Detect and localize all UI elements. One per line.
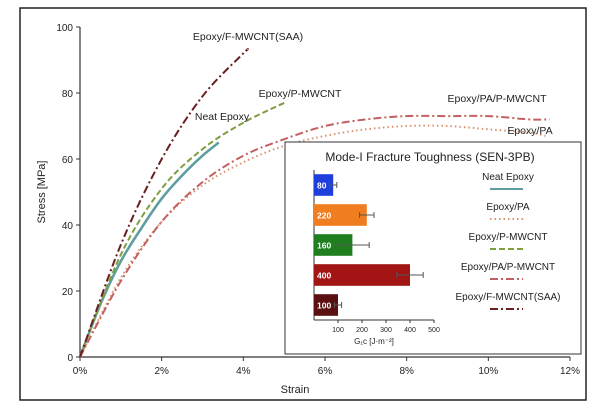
curve-label: Epoxy/P-MWCNT (259, 88, 342, 100)
y-axis-title: Stress [MPa] (36, 161, 48, 224)
series-line-epoxy-f-mwcnt-saa (79, 48, 249, 358)
inset-bar-value-label: 160 (317, 241, 331, 251)
series-line-neat-epoxy (78, 141, 220, 358)
inset-bar-value-label: 220 (317, 211, 331, 221)
figure-border (19, 7, 587, 401)
x-tick-label: 0% (73, 366, 88, 377)
y-tick-label: 20 (62, 287, 74, 298)
inset-bar (314, 204, 367, 226)
inset-bar (314, 294, 338, 316)
inset-title: Mode-I Fracture Toughness (SEN-3PB) (325, 150, 534, 164)
inset-legend-label: Epoxy/PA/P-MWCNT (461, 262, 555, 273)
x-tick-label: 12% (560, 366, 580, 377)
inset-bar-value-label: 400 (317, 271, 331, 281)
y-tick-label: 100 (56, 23, 73, 34)
x-tick-label: 6% (318, 366, 333, 377)
curve-label: Epoxy/F-MWCNT(SAA) (193, 31, 303, 43)
inset-legend-label: Epoxy/P-MWCNT (469, 232, 548, 243)
inset-x-tick-label: 400 (404, 327, 416, 334)
inset-bar (314, 174, 334, 196)
inset-x-axis-title: G₁c [J·m⁻²] (354, 337, 394, 346)
x-tick-label: 4% (236, 366, 251, 377)
inset-x-tick-label: 300 (380, 327, 392, 334)
inset-bar-chart: Mode-I Fracture Toughness (SEN-3PB) 100 20… (284, 141, 582, 355)
y-tick-label: 80 (62, 89, 74, 100)
inset-legend-label: Epoxy/PA (486, 202, 529, 213)
x-tick-label: 8% (399, 366, 414, 377)
inset-bar (314, 264, 410, 286)
inset-legend-label: Neat Epoxy (482, 172, 534, 183)
y-tick-label: 60 (62, 155, 74, 166)
inset-bar-value-label: 100 (317, 301, 331, 311)
main-axes: 0 20 40 60 80 100 0% 2% 4% 6% 8% 10% 12% Strain Stress… (36, 23, 580, 396)
inset-x-tick-label: 100 (332, 327, 344, 334)
curve-annotations: Epoxy/F-MWCNT(SAA) Epoxy/P-MWCNT Neat Epox… (193, 31, 553, 137)
inset-legend-label: Epoxy/F-MWCNT(SAA) (456, 292, 561, 303)
curve-label: Epoxy/PA (507, 125, 552, 137)
curve-label: Neat Epoxy (195, 111, 250, 123)
y-tick-label: 40 (62, 221, 74, 232)
curve-label: Epoxy/PA/P-MWCNT (448, 93, 548, 105)
inset-x-tick-label: 200 (356, 327, 368, 334)
x-axis-title: Strain (281, 384, 310, 396)
series-line-epoxy-p-mwcnt (79, 102, 285, 358)
main-series-group (78, 48, 550, 358)
series-line-epoxy-pa-p-mwcnt (79, 114, 550, 358)
inset-bar-value-label: 80 (317, 181, 327, 191)
inset-bar (314, 234, 353, 256)
y-tick-label: 0 (67, 353, 73, 364)
inset-x-tick-label: 500 (428, 327, 440, 334)
x-tick-label: 2% (154, 366, 169, 377)
x-tick-label: 10% (478, 366, 498, 377)
